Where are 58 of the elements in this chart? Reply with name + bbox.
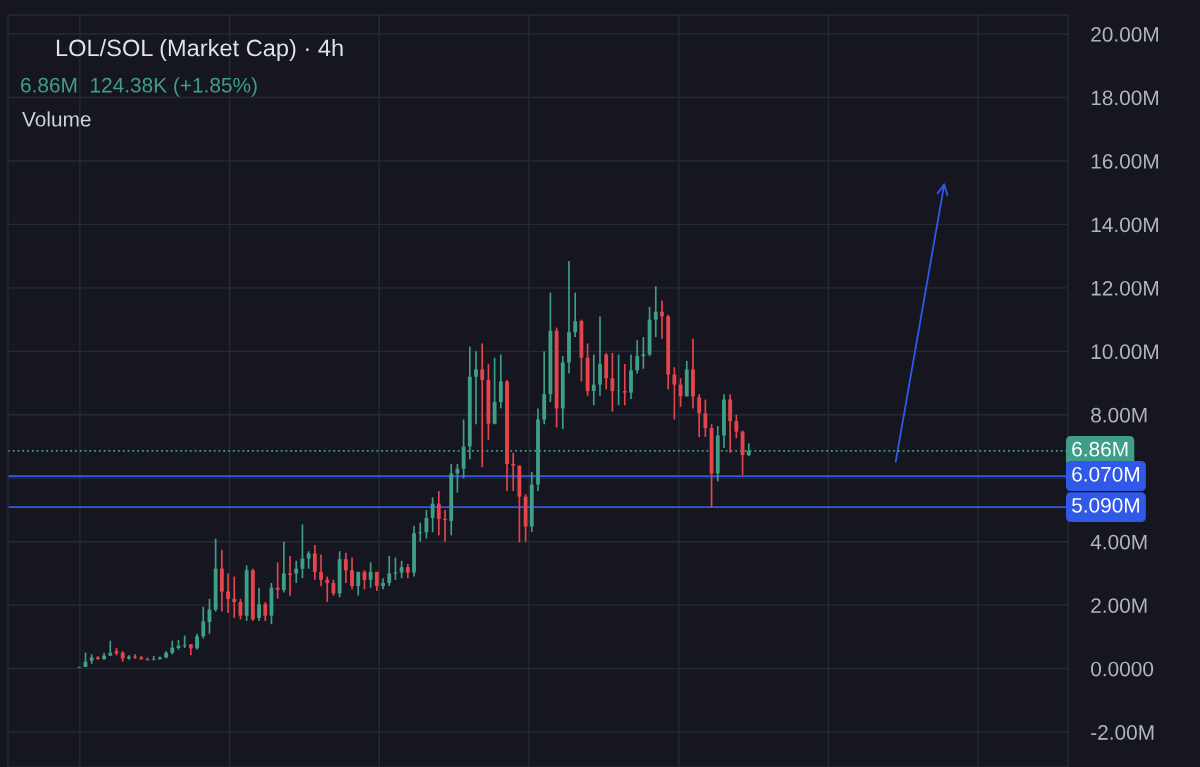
y-tick-label: -2.00M (1091, 725, 1154, 740)
candlestick (263, 601, 268, 622)
candlestick (672, 366, 677, 421)
candlestick (430, 496, 435, 534)
candlestick (418, 521, 423, 543)
candlestick (232, 575, 237, 619)
candlestick (436, 490, 441, 537)
candlestick (424, 509, 429, 540)
candlestick (622, 363, 627, 407)
candlestick (653, 285, 658, 338)
candlestick (635, 339, 640, 375)
candlestick (604, 352, 609, 391)
y-tick-label: 12.00M (1091, 280, 1158, 296)
candlestick (492, 356, 497, 426)
candlestick (319, 553, 323, 587)
candlestick (368, 561, 373, 589)
y-tick-label: 14.00M (1091, 217, 1158, 233)
text: LOL/SOL (Market Cap) · 4h (56, 39, 343, 62)
candlestick (629, 353, 633, 400)
y-tick-label: 16.00M (1091, 153, 1158, 169)
y-tick-label: 4.00M (1090, 534, 1147, 550)
candlestick (219, 548, 224, 613)
y-tick-label: 18.00M (1091, 90, 1158, 106)
y-tick-label: 8.00M (1091, 407, 1147, 423)
candlestick (343, 551, 348, 584)
candlestick (312, 544, 317, 581)
candlestick (697, 393, 702, 438)
y-tick-label: 0.0000 (1091, 661, 1154, 677)
candlestick (728, 393, 733, 454)
candlestick (288, 555, 292, 597)
candlestick (610, 352, 615, 413)
candlestick (734, 413, 739, 440)
candlestick (498, 353, 503, 410)
annotation: Volume (22, 111, 91, 127)
candlestick (133, 653, 137, 660)
candlestick (474, 350, 478, 426)
candlestick (325, 575, 330, 603)
y-tick-label: 2.00M (1091, 598, 1147, 613)
annotation: 6.86M 124.38K (+1.85%) (21, 77, 257, 97)
candlestick (108, 639, 113, 657)
candlestick (387, 555, 392, 587)
candlestick (591, 353, 596, 407)
candlestick (350, 556, 354, 591)
candlestick (511, 452, 516, 492)
candlestick (257, 586, 261, 622)
ref-line-label: 5.090M (1072, 497, 1139, 513)
candlestick (201, 605, 206, 640)
candlestick (703, 398, 708, 438)
candlestick (226, 572, 230, 614)
y-tick-label: 20.00M (1091, 27, 1158, 42)
y-tick-label: 10.00M (1091, 344, 1158, 360)
candlestick (598, 315, 602, 397)
candlestick (573, 291, 578, 338)
candlestick (281, 540, 286, 594)
ref-line-label: 6.070M (1072, 466, 1139, 482)
candlestick (182, 634, 187, 649)
ref-line-label: 6.86M (1072, 441, 1128, 457)
candlestick (480, 342, 485, 468)
